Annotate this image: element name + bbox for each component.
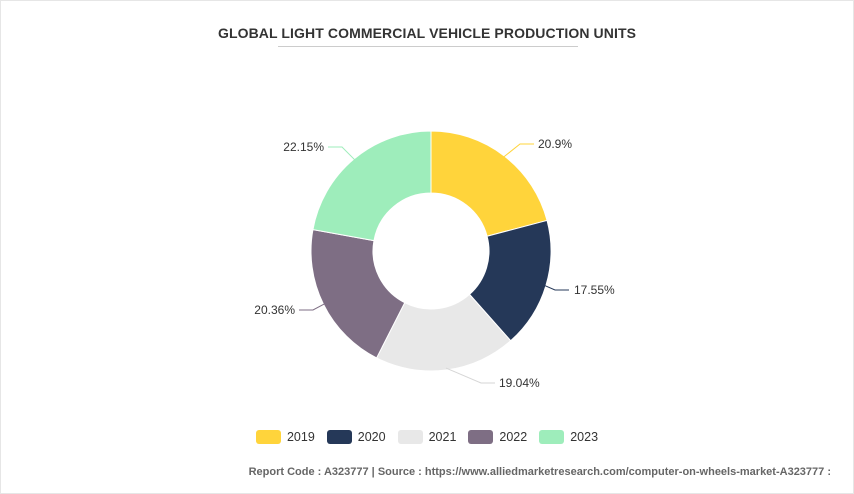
legend-label: 2019	[286, 430, 315, 444]
legend-label: 2022	[499, 430, 528, 444]
legend-swatch	[397, 430, 423, 444]
donut-slice-2022[interactable]	[310, 229, 406, 359]
legend-item-2021[interactable]: 2021	[397, 430, 457, 444]
legend-label: 2021	[428, 430, 457, 444]
data-label-2023: 22.15%	[283, 140, 324, 154]
label-connector-2023	[328, 146, 356, 161]
legend-swatch	[468, 430, 494, 444]
donut-slice-2019[interactable]	[430, 130, 548, 237]
legend-label: 2020	[357, 430, 386, 444]
donut-slice-2021[interactable]	[375, 293, 512, 372]
chart-title: GLOBAL LIGHT COMMERCIAL VEHICLE PRODUCTI…	[217, 25, 637, 41]
data-label-2021: 19.04%	[499, 376, 540, 390]
legend-swatch	[539, 430, 565, 444]
title-underline	[278, 46, 578, 47]
data-label-2019: 20.9%	[538, 137, 572, 151]
legend-item-2023[interactable]: 2023	[539, 430, 598, 444]
source-footer: Report Code : A323777 | Source : https:/…	[248, 466, 831, 478]
legend-item-2022[interactable]: 2022	[468, 430, 527, 444]
label-connector-2020	[543, 284, 569, 291]
donut-chart: 20.9% 17.55% 19.04% 20.36% 22.15%	[254, 130, 615, 390]
donut-slice-2023[interactable]	[312, 130, 432, 242]
chart-legend: 2019 2020 2021 2022 2023	[1, 430, 853, 444]
legend-label: 2023	[570, 430, 599, 444]
data-label-2020: 17.55%	[574, 283, 615, 297]
label-connector-2022	[299, 303, 326, 311]
label-connector-2021	[445, 367, 495, 384]
data-label-2022: 20.36%	[254, 303, 295, 317]
legend-swatch	[255, 430, 281, 444]
legend-swatch	[326, 430, 352, 444]
label-connector-2019	[502, 143, 534, 158]
legend-item-2019[interactable]: 2019	[255, 430, 315, 444]
legend-item-2020[interactable]: 2020	[326, 430, 386, 444]
